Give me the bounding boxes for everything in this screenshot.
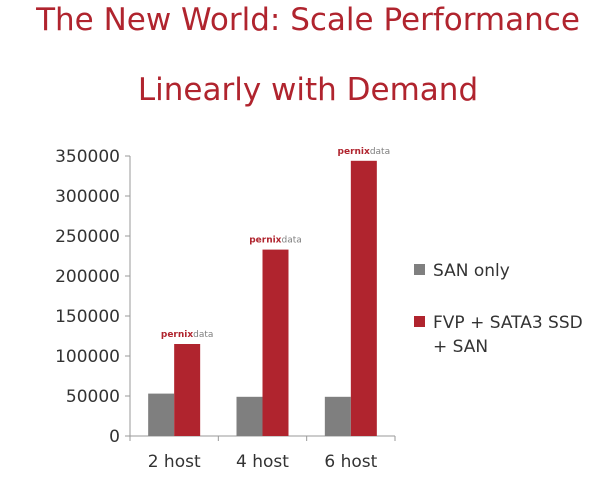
pernixdata-logo-suffix: data	[282, 236, 302, 246]
y-tick-label: 300000	[55, 187, 120, 207]
y-tick-label: 0	[109, 427, 120, 447]
pernixdata-logo: pernixdata	[161, 330, 214, 340]
pernixdata-logo: pernixdata	[338, 147, 391, 157]
y-tick-label: 50000	[66, 387, 120, 407]
bar-fvp-sata3-ssd-san-2-host	[174, 344, 201, 436]
y-tick-label: 200000	[55, 267, 120, 287]
legend-item-san-only: SAN only	[414, 259, 583, 283]
y-tick-label: 250000	[55, 227, 120, 247]
y-tick-label: 150000	[55, 307, 120, 327]
slide-title-line-1: The New World: Scale Performance	[36, 2, 580, 38]
pernixdata-logo-prefix: pernix	[161, 330, 193, 340]
legend-label-san-only: SAN only	[433, 261, 510, 281]
pernixdata-logo-prefix: pernix	[338, 147, 370, 157]
bar-fvp-sata3-ssd-san-6-host	[350, 160, 377, 437]
pernixdata-logo-prefix: pernix	[249, 236, 281, 246]
bar-fvp-sata3-ssd-san-4-host	[262, 249, 289, 436]
legend-swatch-san-only	[414, 264, 425, 275]
legend-label-fvp: FVP + SATA3 SSD + SAN	[433, 313, 583, 357]
y-tick-label: 100000	[55, 347, 120, 367]
legend-swatch-fvp	[414, 316, 425, 327]
x-tick-label: 6 host	[324, 452, 377, 472]
pernixdata-logo: pernixdata	[249, 236, 302, 246]
x-tick-label: 2 host	[148, 452, 201, 472]
bar-san-only-2-host	[148, 393, 175, 436]
bar-san-only-4-host	[236, 396, 263, 436]
pernixdata-logo-suffix: data	[193, 330, 213, 340]
pernixdata-logo-suffix: data	[370, 147, 390, 157]
x-tick-label: 4 host	[236, 452, 289, 472]
legend-item-fvp: FVP + SATA3 SSD + SAN	[414, 311, 583, 359]
slide-title-line-2: Linearly with Demand	[137, 72, 479, 108]
y-tick-label: 350000	[55, 147, 120, 167]
bar-san-only-6-host	[324, 396, 351, 436]
